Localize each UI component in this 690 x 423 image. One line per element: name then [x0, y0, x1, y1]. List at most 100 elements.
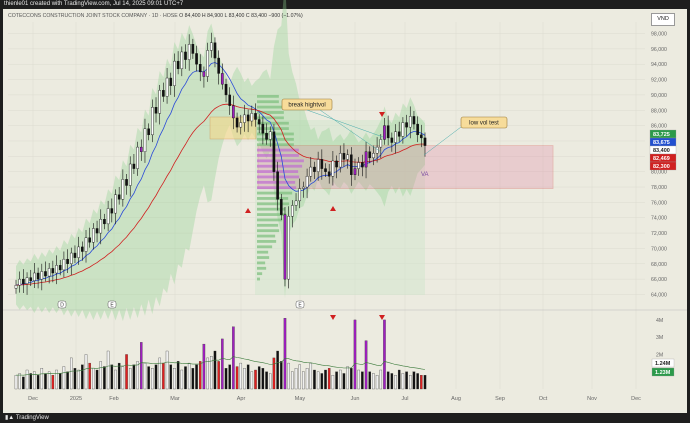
candle-body	[397, 131, 401, 137]
ema-slow-line	[15, 103, 426, 286]
volume-bar	[169, 364, 173, 390]
volume-bar	[221, 338, 224, 390]
volume-bar	[25, 369, 29, 390]
candle-body	[412, 116, 416, 125]
volume-bar	[309, 362, 313, 390]
price-label: 83,400	[653, 148, 670, 154]
profile-bar	[257, 245, 273, 249]
candle-body	[224, 83, 228, 96]
candle-body	[316, 159, 320, 172]
volume-bar	[324, 369, 327, 390]
volume-bar	[77, 369, 80, 390]
candle-body	[51, 268, 55, 274]
price-tick-label: 70,000	[651, 246, 667, 252]
volume-bar	[361, 371, 364, 390]
price-tick-label: 66,000	[651, 277, 667, 283]
price-tick-label: 98,000	[651, 32, 667, 38]
candle-body	[405, 122, 408, 128]
volume-bar	[335, 371, 338, 390]
volume-bar	[147, 366, 150, 390]
candle-body	[184, 51, 187, 60]
volume-bar	[232, 326, 235, 390]
candle-body	[81, 246, 84, 252]
volume-bar	[154, 364, 158, 390]
profile-bar	[257, 218, 283, 222]
volume-bar	[136, 361, 139, 390]
profile-bar	[257, 272, 263, 276]
candle-body	[103, 219, 106, 225]
event-marker-label: D	[60, 303, 64, 309]
price-axis: 64,000 66,000 68,000 70,000 72,000 74,000 76,0…	[649, 32, 677, 298]
candle-body	[106, 208, 110, 225]
candle-body	[114, 194, 117, 214]
candle-body	[265, 133, 268, 140]
arrow-down-icon	[330, 315, 336, 320]
event-marker	[107, 300, 117, 309]
candle-body	[25, 277, 29, 284]
volume-bar	[239, 362, 243, 390]
candle-body	[77, 246, 80, 258]
annotations: break hightvol low vol test VA D E E	[57, 98, 508, 320]
ohlc-open: O 84,400	[179, 13, 201, 19]
candle-body	[379, 139, 383, 148]
volume-bar	[313, 369, 316, 390]
annotation-lowvol-label: low vol test	[469, 121, 499, 127]
candle-body	[305, 176, 309, 188]
moving-averages	[15, 62, 426, 286]
profile-bar	[257, 240, 277, 243]
volume-bar	[206, 357, 209, 390]
volume-bar	[117, 362, 121, 390]
time-tick-label: Mar	[170, 396, 180, 402]
volume-bar	[397, 369, 401, 390]
volume-bar	[298, 364, 301, 390]
candle-body	[62, 258, 66, 271]
symbol-name: COTECCONS CONSTRUCTION JOINT STOCK COMPA…	[8, 13, 178, 19]
currency-button[interactable]: VND	[651, 13, 675, 26]
created-caption: thienle01 created with TradingView.com, …	[0, 0, 690, 9]
volume-bar	[165, 350, 169, 390]
profile-bar	[257, 143, 294, 147]
price-tick-label: 86,000	[651, 124, 667, 130]
profile-bar	[257, 100, 279, 104]
volume-bar	[66, 371, 69, 390]
candle-body	[143, 128, 147, 152]
candle-body	[416, 123, 419, 136]
callout-leader	[319, 109, 382, 153]
volume-bar	[291, 371, 294, 390]
profile-bar	[257, 197, 289, 200]
volume-ma-line	[15, 356, 426, 376]
profile-bar	[257, 250, 269, 254]
candle-body	[66, 258, 69, 264]
candle-body	[213, 42, 217, 59]
candle-body	[353, 168, 357, 175]
volume-bar	[14, 375, 18, 390]
candle-body	[302, 186, 305, 189]
volume-bar	[103, 366, 106, 390]
price-tick-label: 74,000	[651, 216, 667, 222]
candle-body	[110, 208, 114, 214]
volume-bar	[409, 375, 412, 390]
volume-bar	[173, 368, 176, 390]
ichimoku-cloud	[16, 0, 425, 322]
candle-body	[173, 60, 176, 86]
candle-body	[408, 116, 412, 128]
price-tick-label: 68,000	[651, 262, 667, 268]
profile-bar	[257, 266, 267, 270]
volume-bar	[106, 350, 110, 390]
volume-bar	[162, 362, 165, 390]
candle-body	[206, 50, 209, 77]
profile-bar	[257, 148, 299, 152]
profile-bar	[257, 116, 284, 120]
arrow-up-icon	[330, 206, 336, 211]
time-tick-label: Sep	[495, 396, 505, 402]
volume-bar	[70, 357, 73, 390]
volume-bar	[383, 319, 386, 390]
volume-bar	[350, 368, 353, 390]
price-label: 82,300	[653, 164, 670, 170]
candle-body	[169, 77, 173, 86]
volume-bar	[386, 371, 390, 390]
arrow-up-icon	[245, 208, 251, 213]
candle-body	[272, 131, 276, 172]
